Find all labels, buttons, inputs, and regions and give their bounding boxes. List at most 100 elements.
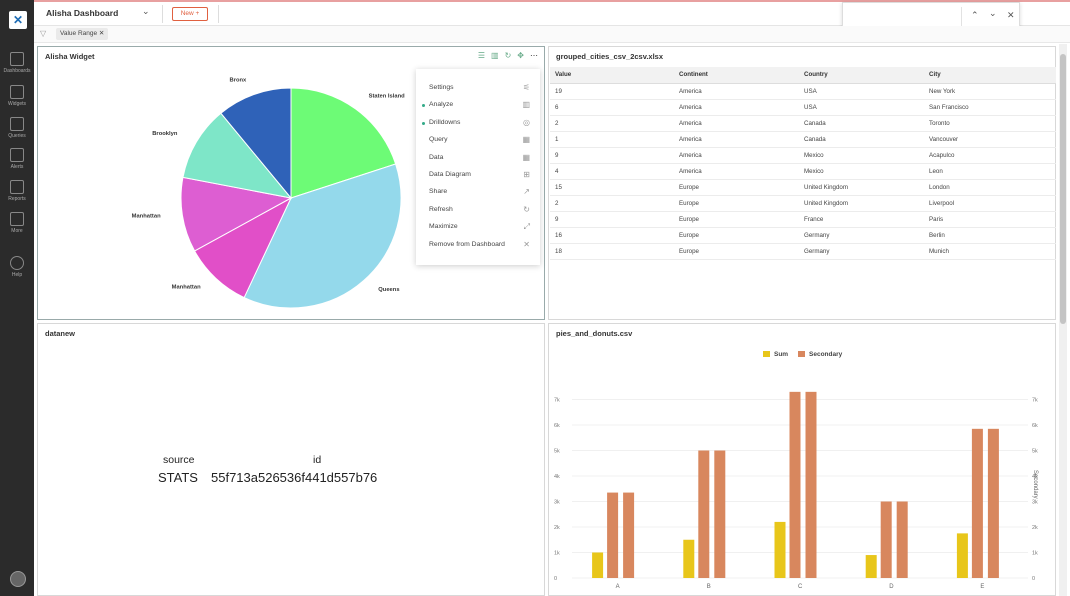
table-cell: 4 — [550, 163, 674, 180]
table-cell: United Kingdom — [799, 179, 924, 196]
bar[interactable] — [683, 539, 695, 578]
widget-datanew: datanew — [37, 323, 545, 596]
table-row[interactable]: 9 Europe France Paris — [550, 211, 1056, 228]
menu-item-remove-from-dashboard[interactable]: Remove from Dashboard ✕ — [416, 237, 540, 254]
chevron-up-icon[interactable]: ⌃ — [971, 10, 979, 20]
bar[interactable] — [865, 555, 877, 578]
target-icon: ◎ — [523, 117, 530, 127]
pie-label: Manhattan — [132, 213, 161, 219]
source-label: source — [163, 454, 195, 466]
id-label: id — [313, 454, 322, 466]
pie-slice[interactable] — [182, 112, 293, 199]
legend-sum[interactable]: Sum — [763, 351, 788, 358]
dashboard-title[interactable]: Alisha Dashboard — [46, 8, 119, 18]
pie-slice[interactable] — [290, 87, 397, 199]
sidebar-item-help[interactable]: Help — [0, 256, 34, 278]
pin-icon[interactable]: ✥ — [517, 51, 524, 60]
pie-slice[interactable] — [243, 163, 402, 309]
table-row[interactable]: 9 America Mexico Acapulco — [550, 147, 1056, 164]
table-row[interactable]: 19 America USA New York — [550, 83, 1056, 100]
bar[interactable] — [789, 391, 801, 578]
table-row[interactable]: 16 Europe Germany Berlin — [550, 227, 1056, 244]
bar[interactable] — [592, 552, 604, 579]
table-cell: 19 — [550, 83, 674, 100]
table-row[interactable]: 15 Europe United Kingdom London — [550, 179, 1056, 196]
refresh-icon[interactable]: ↻ — [504, 51, 512, 60]
scrollbar-thumb[interactable] — [1060, 54, 1066, 324]
table-row[interactable]: 6 America USA San Francisco — [550, 99, 1056, 116]
table-cell: Munich — [924, 243, 1056, 260]
table-cell: Toronto — [924, 115, 1056, 132]
y-tick-label: 5k — [554, 449, 560, 455]
bar[interactable] — [805, 391, 817, 578]
y-tick-label: 3k — [554, 500, 560, 506]
menu-item-maximize[interactable]: Maximize ⤢ — [416, 219, 540, 236]
table-row[interactable]: 4 America Mexico Leon — [550, 163, 1056, 180]
user-avatar[interactable] — [10, 571, 26, 587]
close-icon[interactable]: ✕ — [1007, 10, 1015, 20]
close-icon[interactable]: ✕ — [98, 30, 105, 37]
bar[interactable] — [987, 428, 999, 578]
bar-chart-icon[interactable]: ▥ — [491, 51, 499, 60]
sidebar-item-dashboards[interactable]: Dashboards — [0, 52, 34, 74]
pie-slice[interactable] — [220, 87, 292, 200]
page-scrollbar[interactable] — [1059, 44, 1067, 596]
table-cell: Leon — [924, 163, 1056, 180]
table-cell: Germany — [799, 243, 924, 260]
bar[interactable] — [971, 428, 983, 578]
table-cell: Acapulco — [924, 147, 1056, 164]
table-cell: 18 — [550, 243, 674, 260]
list-icon[interactable]: ☰ — [477, 51, 486, 60]
column-header[interactable]: Continent — [674, 67, 799, 84]
filter-icon[interactable]: ▽ — [40, 29, 47, 38]
sidebar-item-alerts[interactable]: Alerts — [0, 148, 34, 170]
bar[interactable] — [623, 492, 635, 578]
table-row[interactable]: 1 America Canada Vancouver — [550, 131, 1056, 148]
y-tick-label: 5k — [1032, 449, 1038, 455]
column-header[interactable]: City — [924, 67, 1056, 84]
more-icon[interactable]: ⋯ — [530, 51, 538, 60]
sidebar-item-reports[interactable]: Reports — [0, 180, 34, 202]
filter-chip[interactable]: Value Range ✕ — [56, 28, 109, 40]
menu-item-drilldowns[interactable]: Drilldowns ◎ — [416, 115, 540, 132]
menu-item-data[interactable]: Data ▦ — [416, 150, 540, 167]
bar[interactable] — [774, 521, 786, 578]
sidebar-item-more[interactable]: More — [0, 212, 34, 234]
source-value: STATS — [158, 470, 198, 485]
chevron-down-icon[interactable]: ⌄ — [142, 6, 150, 16]
table-cell: United Kingdom — [799, 195, 924, 212]
menu-item-settings[interactable]: Settings ⚟ — [416, 80, 540, 97]
app-logo[interactable]: ✕ — [9, 11, 27, 29]
table-cell: Canada — [799, 131, 924, 148]
widget-title: grouped_cities_csv_2csv.xlsx — [556, 52, 664, 61]
menu-item-data-diagram[interactable]: Data Diagram ⊞ — [416, 167, 540, 184]
y-tick-label: 4k — [554, 474, 560, 480]
y-tick-label: 0 — [1032, 576, 1035, 582]
table-cell: 9 — [550, 211, 674, 228]
column-header[interactable]: Value — [550, 67, 674, 84]
menu-item-refresh[interactable]: Refresh ↻ — [416, 202, 540, 219]
menu-item-query[interactable]: Query ▦ — [416, 132, 540, 149]
pie-slice[interactable] — [180, 176, 293, 252]
table-row[interactable]: 18 Europe Germany Munich — [550, 243, 1056, 260]
menu-item-share[interactable]: Share ↗ — [416, 184, 540, 201]
bar[interactable] — [698, 450, 710, 579]
bar[interactable] — [896, 501, 908, 579]
bar[interactable] — [607, 492, 619, 578]
pie-chart: Staten Island Queens Manhattan Manhattan Bro… — [132, 77, 405, 309]
sidebar-item-widgets[interactable]: Widgets — [0, 85, 34, 107]
menu-item-analyze[interactable]: Analyze ▥ — [416, 97, 540, 114]
menu-item-label: Analyze — [429, 101, 454, 109]
new-button[interactable]: New + — [172, 7, 208, 21]
help-icon — [10, 256, 24, 270]
legend-secondary[interactable]: Secondary — [798, 351, 842, 358]
column-header[interactable]: Country — [799, 67, 924, 84]
table-row[interactable]: 2 America Canada Toronto — [550, 115, 1056, 132]
bar[interactable] — [956, 533, 968, 578]
diagram-icon: ⊞ — [523, 170, 530, 179]
sidebar-item-queries[interactable]: Queries — [0, 117, 34, 139]
bar[interactable] — [880, 501, 892, 579]
bar[interactable] — [714, 450, 726, 579]
table-row[interactable]: 2 Europe United Kingdom Liverpool — [550, 195, 1056, 212]
chevron-down-icon[interactable]: ⌄ — [989, 8, 997, 18]
